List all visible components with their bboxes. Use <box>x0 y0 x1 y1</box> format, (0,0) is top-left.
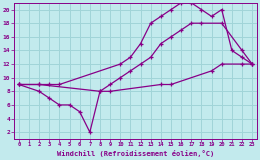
X-axis label: Windchill (Refroidissement éolien,°C): Windchill (Refroidissement éolien,°C) <box>57 150 214 157</box>
